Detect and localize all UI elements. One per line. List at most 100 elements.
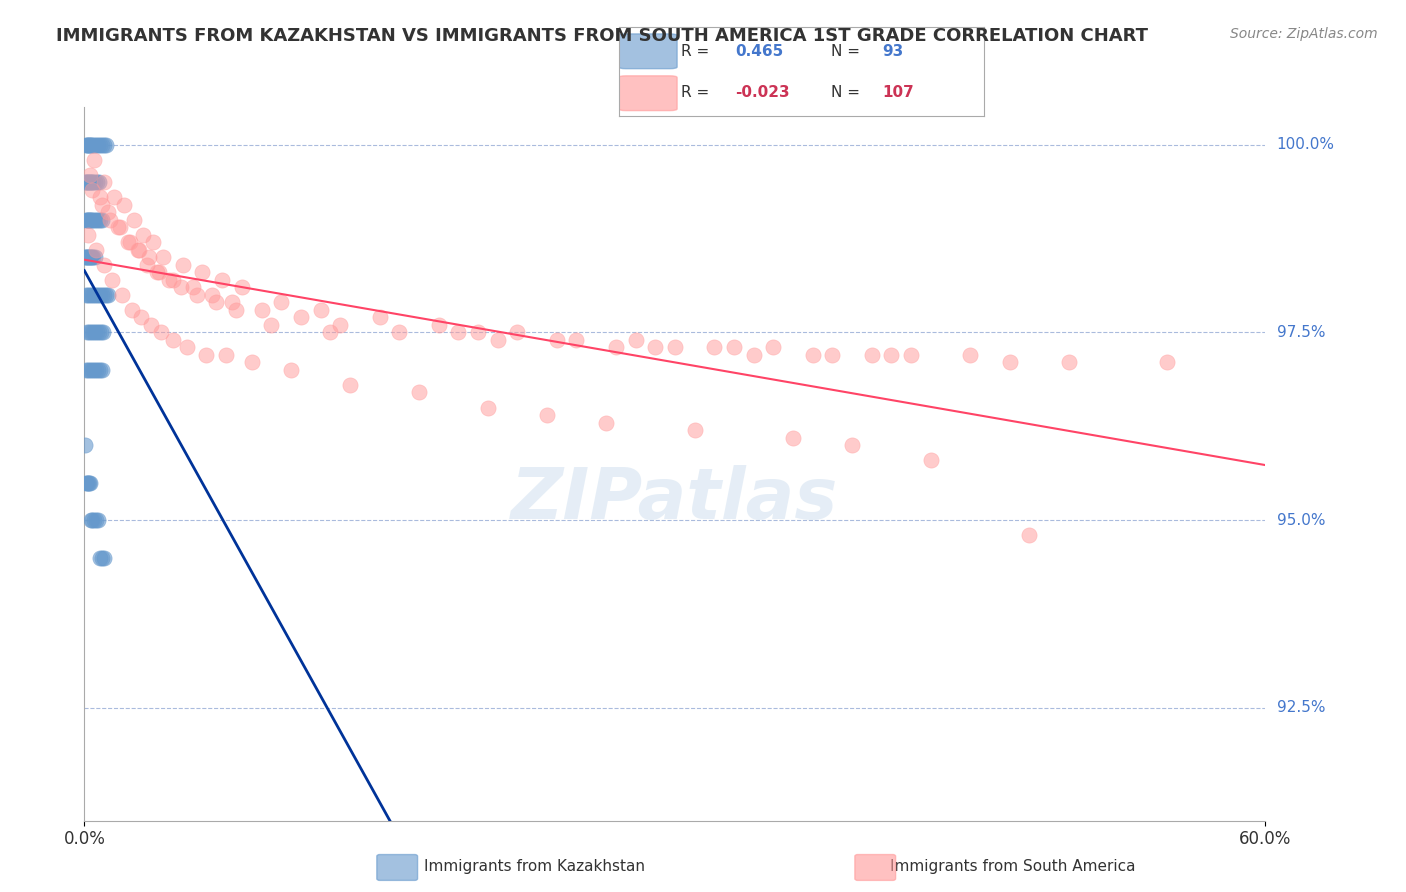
Point [87,288,110,302]
Point [112,197,135,211]
Point [122,212,145,227]
Point [84,212,107,227]
Point [80,212,103,227]
Point [93,288,115,302]
Point [1018,528,1040,542]
Point [644,340,666,354]
Point [87,363,110,377]
Point [76,212,98,227]
Point [76,137,98,152]
Text: -0.023: -0.023 [735,86,790,100]
Point [91,212,114,227]
Point [486,333,509,347]
Point [93,137,115,152]
Point [84,288,107,302]
Point [90,326,112,340]
Point [76,326,98,340]
Point [121,302,143,317]
Point [82,183,104,197]
Point [782,431,804,445]
Point [77,175,100,189]
Text: 107: 107 [882,86,914,100]
Point [82,175,104,189]
Point [467,326,489,340]
Point [89,137,111,152]
Point [131,310,153,325]
Point [84,250,107,264]
Point [128,243,150,257]
Point [186,288,208,302]
Point [801,348,824,362]
Point [97,205,120,219]
Point [111,288,134,302]
Point [191,265,214,279]
Point [664,340,686,354]
FancyBboxPatch shape [619,76,678,111]
Point [108,220,131,235]
Point [84,137,107,152]
Point [83,153,105,167]
Text: 93: 93 [882,45,903,59]
Point [101,273,124,287]
Point [87,326,111,340]
Point [150,326,173,340]
Point [79,326,101,340]
Point [157,273,180,287]
Point [82,250,104,264]
Point [83,288,105,302]
Text: R =: R = [681,86,709,100]
Point [94,288,117,302]
Point [80,250,103,264]
Point [87,137,110,152]
Point [80,175,103,189]
Point [83,212,105,227]
Point [89,190,111,204]
Point [900,348,922,362]
Point [162,273,184,287]
Point [77,363,100,377]
Point [91,363,114,377]
Point [83,513,105,527]
Point [79,212,101,227]
Point [75,250,97,264]
Point [260,318,283,332]
Point [77,227,100,242]
Point [595,416,617,430]
Point [80,326,103,340]
Point [211,273,233,287]
Point [132,227,155,242]
Point [87,175,111,189]
Point [136,258,159,272]
Point [141,318,163,332]
Point [84,243,107,257]
Point [170,280,193,294]
Point [93,258,115,272]
Point [94,137,117,152]
Point [565,333,588,347]
Point [703,340,725,354]
Point [77,475,100,490]
Point [83,137,105,152]
Point [77,250,100,264]
Point [89,288,111,302]
Point [309,302,332,317]
Point [959,348,981,362]
Point [76,475,98,490]
Point [447,326,470,340]
Point [742,348,765,362]
Text: 92.5%: 92.5% [1277,700,1324,715]
Point [821,348,844,362]
Point [280,363,302,377]
Point [920,453,942,467]
Point [998,355,1021,369]
Point [91,550,114,565]
Point [98,212,121,227]
Point [201,288,224,302]
Point [84,175,107,189]
Point [723,340,745,354]
Point [75,175,97,189]
Point [93,550,115,565]
Point [250,302,273,317]
Text: 0.465: 0.465 [735,45,785,59]
Point [87,212,110,227]
